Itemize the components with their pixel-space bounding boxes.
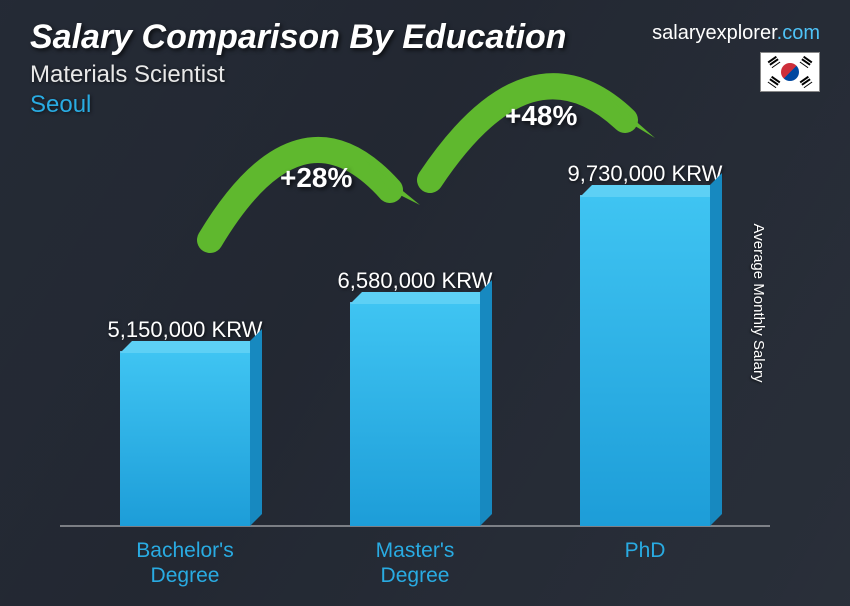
chart-area: 5,150,000 KRW 6,580,000 KRW 9,730,000 KR… xyxy=(70,140,760,526)
bars-container: 5,150,000 KRW 6,580,000 KRW 9,730,000 KR… xyxy=(70,140,760,526)
x-axis-label: PhD xyxy=(548,538,741,588)
x-axis-label: Master'sDegree xyxy=(318,538,511,588)
bar xyxy=(580,195,710,526)
bar-value-label: 5,150,000 KRW xyxy=(108,317,263,343)
bar-value-label: 6,580,000 KRW xyxy=(338,268,493,294)
x-axis-label: Bachelor'sDegree xyxy=(88,538,281,588)
bar-group: 5,150,000 KRW xyxy=(88,317,281,526)
chart-subtitle: Materials Scientist xyxy=(30,61,820,89)
site-name: salaryexplorer xyxy=(652,22,777,44)
bar xyxy=(120,351,250,526)
chart-city: Seoul xyxy=(30,91,820,119)
site-tld: .com xyxy=(777,22,820,44)
country-flag-icon xyxy=(760,52,820,92)
bar-group: 6,580,000 KRW xyxy=(318,268,511,526)
x-axis-labels: Bachelor'sDegree Master'sDegree PhD xyxy=(70,538,760,588)
site-branding: salaryexplorer.com xyxy=(652,22,820,45)
bar-group: 9,730,000 KRW xyxy=(548,161,741,526)
bar xyxy=(350,302,480,526)
bar-value-label: 9,730,000 KRW xyxy=(568,161,723,187)
